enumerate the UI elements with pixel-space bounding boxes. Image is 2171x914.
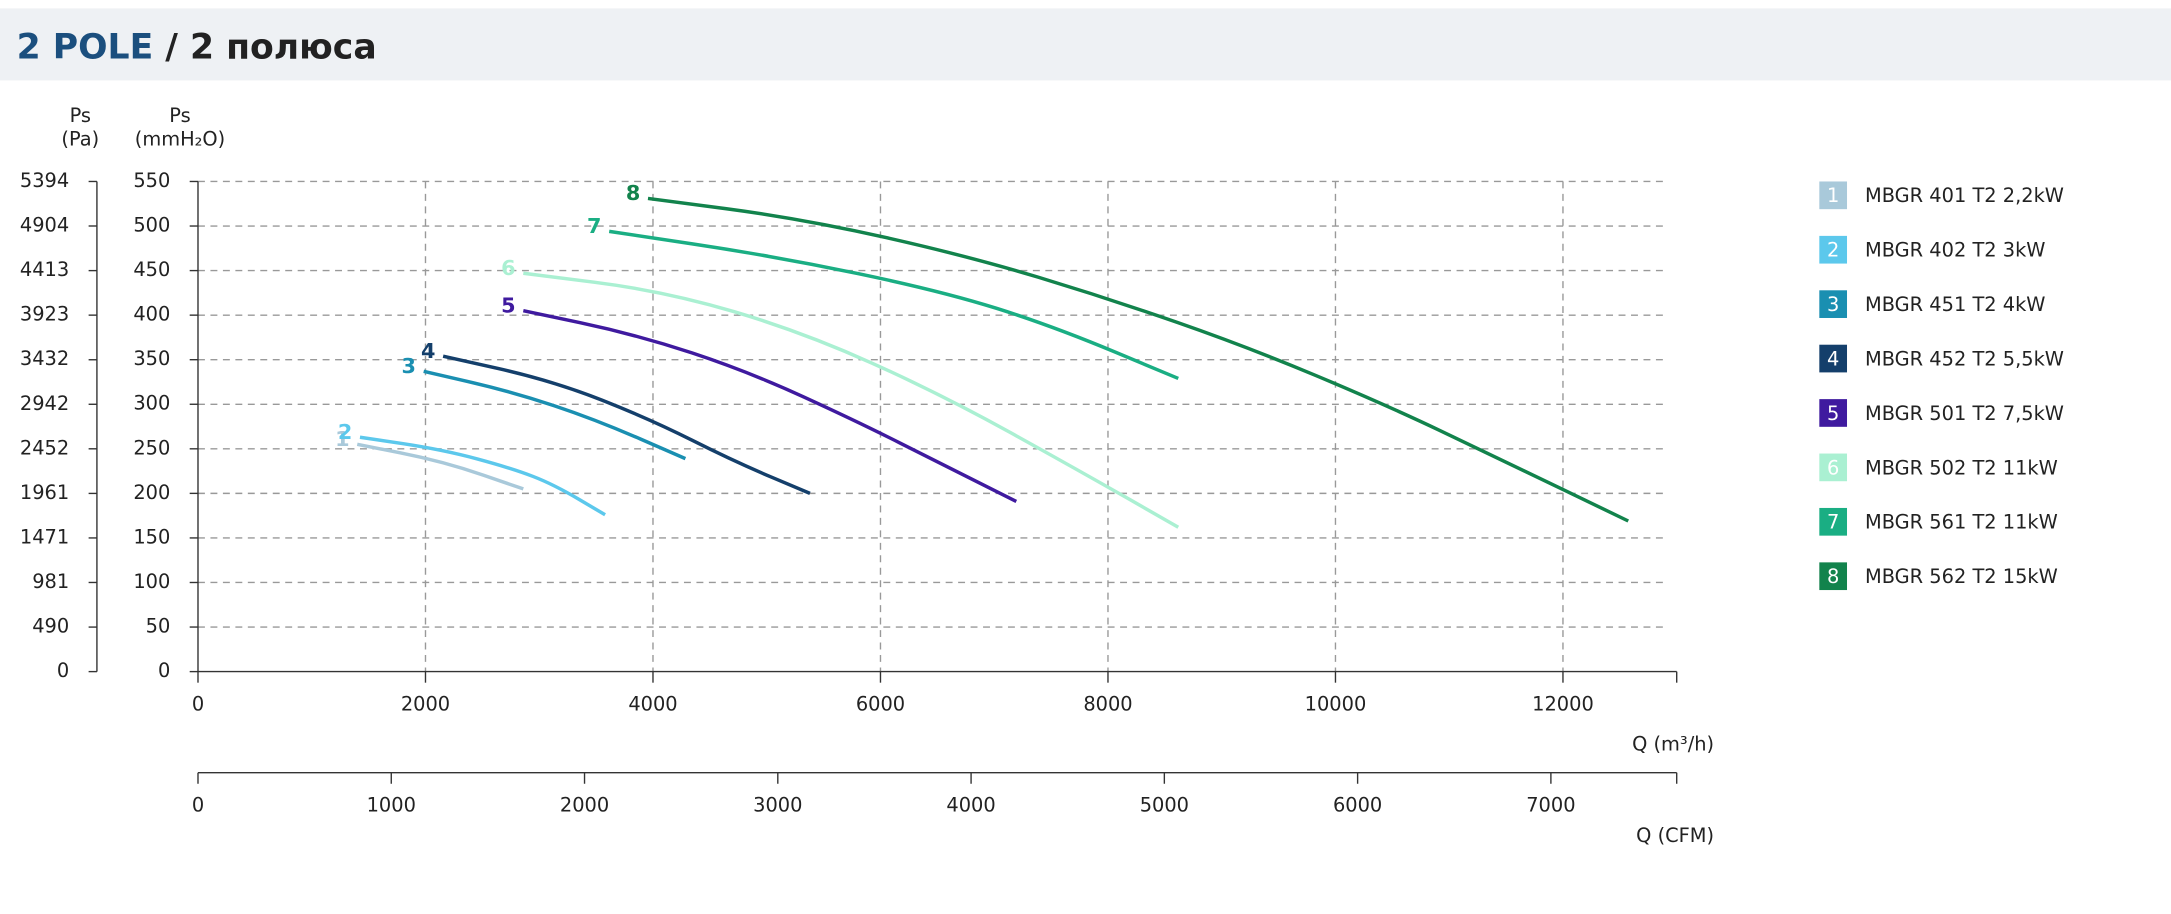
y2-tick-label: 5394: [20, 169, 69, 192]
curve: [522, 308, 1018, 503]
legend-label: MBGR 452 T2 5,5kW: [1865, 347, 2064, 370]
x-label: Q (m³/h): [1632, 732, 1714, 755]
y-label: (mmH₂O): [135, 127, 225, 150]
x2-tick-label: 7000: [1526, 793, 1575, 816]
chart-title: 2 POLE / 2 полюса: [17, 28, 377, 68]
legend-swatch: [1819, 181, 1848, 210]
curve: [356, 442, 524, 491]
x2-tick-label: 1000: [367, 793, 416, 816]
curve-label: 3: [402, 354, 416, 378]
legend-number: 8: [1827, 565, 1839, 588]
legend-swatch: [1819, 344, 1848, 373]
y2-tick-label: 0: [57, 659, 69, 682]
y2-tick-label: 1471: [20, 525, 69, 548]
curve: [608, 229, 1179, 381]
curve: [359, 435, 606, 517]
legend-swatch: [1819, 507, 1848, 536]
curve-label: 8: [626, 181, 640, 205]
curve: [523, 271, 1180, 529]
y2-tick-label: 3923: [20, 303, 69, 326]
y-tick-label: 100: [133, 570, 170, 593]
x-tick-label: 0: [192, 692, 204, 715]
y2-label: (Pa): [61, 127, 99, 150]
curve-label: 6: [501, 256, 515, 280]
legend-number: 1: [1827, 184, 1839, 207]
y-label: Ps: [169, 104, 190, 127]
legend-label: MBGR 562 T2 15kW: [1865, 565, 2058, 588]
y-tick-label: 50: [146, 615, 171, 638]
x2-tick-label: 2000: [560, 793, 609, 816]
legend-number: 3: [1827, 293, 1839, 316]
legend-label: MBGR 402 T2 3kW: [1865, 239, 2045, 262]
legend-swatch: [1819, 562, 1848, 591]
legend-label: MBGR 451 T2 4kW: [1865, 293, 2045, 316]
y-tick-label: 450: [133, 258, 170, 281]
legend-number: 6: [1827, 456, 1839, 479]
legend-number: 4: [1827, 347, 1839, 370]
y2-tick-label: 490: [32, 615, 69, 638]
x-tick-label: 2000: [401, 692, 450, 715]
x2-tick-label: 0: [192, 793, 204, 816]
curve: [442, 354, 811, 495]
y-tick-label: 350: [133, 347, 170, 370]
x2-label: Q (CFM): [1636, 824, 1714, 847]
x2-tick-label: 3000: [753, 793, 802, 816]
y2-tick-label: 981: [32, 570, 69, 593]
y-tick-label: 200: [133, 481, 170, 504]
x-tick-label: 6000: [856, 692, 905, 715]
y-tick-label: 300: [133, 392, 170, 415]
legend-label: MBGR 501 T2 7,5kW: [1865, 402, 2064, 425]
y2-tick-label: 2452: [20, 436, 69, 459]
y-tick-label: 550: [133, 169, 170, 192]
legend-swatch: [1819, 399, 1848, 427]
x-tick-label: 8000: [1083, 692, 1132, 715]
title-main: 2 POLE: [17, 28, 154, 68]
x2-tick-label: 4000: [946, 793, 995, 816]
legend-label: MBGR 401 T2 2,2kW: [1865, 184, 2064, 207]
x-tick-label: 10000: [1305, 692, 1367, 715]
curve-label: 2: [338, 420, 352, 444]
x2-tick-label: 5000: [1140, 793, 1189, 816]
legend-swatch: [1819, 235, 1848, 264]
curve-label: 1: [335, 427, 349, 451]
legend-swatch: [1819, 290, 1848, 318]
y2-tick-label: 3432: [20, 347, 69, 370]
legend-number: 2: [1827, 239, 1839, 262]
header-band: [0, 8, 2171, 81]
legend-number: 5: [1827, 402, 1839, 425]
y-tick-label: 150: [133, 525, 170, 548]
y2-tick-label: 2942: [20, 392, 69, 415]
curve-label: 4: [421, 339, 435, 363]
title-suffix: / 2 полюса: [165, 28, 376, 68]
y2-tick-label: 4904: [20, 213, 69, 236]
curve-label: 7: [587, 214, 601, 238]
legend-label: MBGR 561 T2 11kW: [1865, 511, 2058, 534]
legend-number: 7: [1827, 511, 1839, 534]
x-tick-label: 4000: [628, 692, 677, 715]
y-tick-label: 500: [133, 214, 170, 237]
y2-tick-label: 1961: [20, 481, 69, 504]
legend-label: MBGR 502 T2 11kW: [1865, 456, 2058, 479]
y2-tick-label: 4413: [20, 258, 69, 281]
y-tick-label: 0: [158, 659, 170, 682]
legend-swatch: [1819, 453, 1848, 482]
x-tick-label: 12000: [1532, 692, 1594, 715]
y2-label: Ps: [70, 104, 91, 127]
y-tick-label: 250: [133, 436, 170, 459]
x2-tick-label: 6000: [1333, 793, 1382, 816]
curve: [423, 369, 687, 461]
curve-label: 5: [501, 294, 515, 318]
curve: [647, 196, 1630, 523]
y-tick-label: 400: [133, 303, 170, 326]
